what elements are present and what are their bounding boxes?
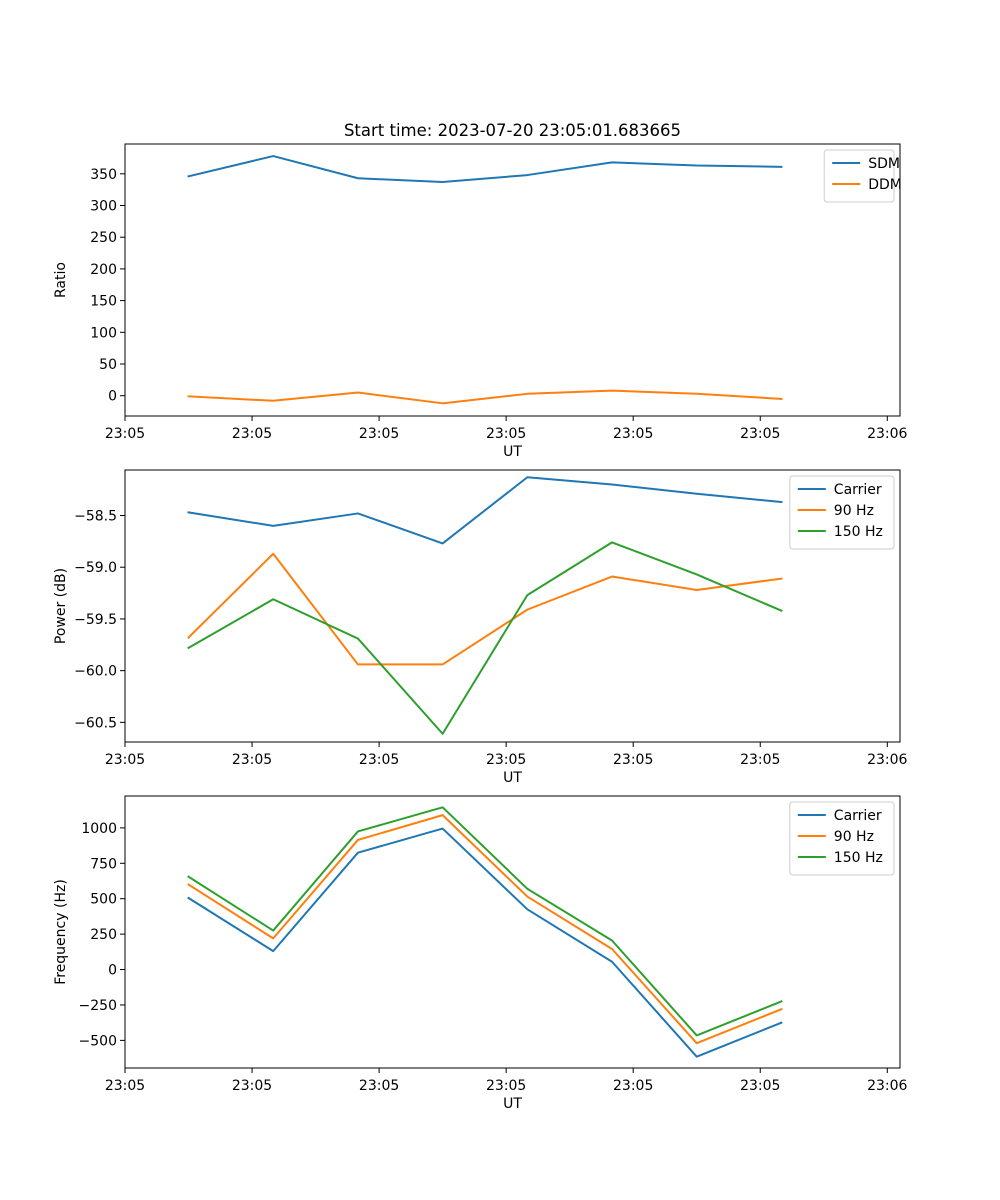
- subplot-power: 23:05 23:05 23:05 23:05 23:05 23:05 23:06 −60.5…: [53, 469, 908, 786]
- series-line-90-hz: [187, 814, 783, 1045]
- y-tick-label: −60.0: [74, 664, 117, 680]
- y-tick-label: 350: [90, 167, 117, 183]
- x-tick-label: 23:05: [359, 752, 399, 768]
- legend: SDM DDM: [823, 149, 902, 203]
- y-tick-label: 150: [90, 294, 117, 310]
- x-tick-label: 23:05: [359, 426, 399, 442]
- series-line-sdm: [187, 155, 783, 184]
- y-axis-label: Frequency (Hz): [53, 879, 69, 985]
- legend-label-carrier: Carrier: [834, 482, 882, 498]
- x-axis-label: UT: [503, 444, 522, 460]
- y-tick-label: 0: [108, 389, 117, 405]
- legend-label-90-hz: 90 Hz: [834, 829, 874, 845]
- series-line-carrier: [187, 827, 783, 1058]
- x-tick-label: 23:05: [613, 1078, 653, 1094]
- legend-label-ddm: DDM: [868, 177, 902, 193]
- x-tick-label: 23:06: [867, 752, 907, 768]
- legend-label-sdm: SDM: [868, 156, 900, 172]
- subplot-ratio: 23:05 23:05 23:05 23:05 23:05 23:05 23:06 0 50 10…: [53, 143, 908, 460]
- x-tick-label: 23:06: [867, 1078, 907, 1094]
- x-tick-label: 23:05: [740, 426, 780, 442]
- series-line-carrier: [187, 476, 783, 545]
- x-tick-label: 23:05: [486, 752, 526, 768]
- subplot-frequency: 23:05 23:05 23:05 23:05 23:05 23:05 23:06 −500 −…: [53, 795, 908, 1112]
- x-tick-label: 23:05: [105, 426, 145, 442]
- y-axis-label: Ratio: [53, 262, 69, 298]
- y-tick-label: 100: [90, 325, 117, 341]
- axes-frame: [124, 795, 901, 1069]
- x-tick-label: 23:05: [740, 1078, 780, 1094]
- y-tick-label: 750: [90, 856, 117, 872]
- x-tick-label: 23:05: [613, 752, 653, 768]
- y-tick-label: −60.5: [74, 715, 117, 731]
- axes-frame: [124, 469, 901, 743]
- series-line-ddm: [187, 389, 783, 405]
- x-tick-label: 23:05: [232, 426, 272, 442]
- y-tick-label: 250: [90, 230, 117, 246]
- x-tick-label: 23:06: [867, 426, 907, 442]
- x-tick-label: 23:05: [486, 426, 526, 442]
- y-tick-label: 1000: [81, 821, 117, 837]
- x-tick-label: 23:05: [105, 752, 145, 768]
- x-axis-label: UT: [503, 1096, 522, 1112]
- series-line-90-hz: [187, 552, 783, 666]
- x-tick-label: 23:05: [613, 426, 653, 442]
- y-tick-label: −58.5: [74, 509, 117, 525]
- x-tick-label: 23:05: [359, 1078, 399, 1094]
- legend-label-90-hz: 90 Hz: [834, 503, 874, 519]
- y-axis-label: Power (dB): [53, 568, 69, 644]
- x-axis-label: UT: [503, 770, 522, 786]
- y-tick-label: −59.0: [74, 560, 117, 576]
- y-tick-label: −250: [79, 998, 117, 1014]
- chart-title: Start time: 2023-07-20 23:05:01.683665: [344, 121, 681, 140]
- y-tick-label: 500: [90, 892, 117, 908]
- y-tick-label: 50: [99, 357, 117, 373]
- axes-frame: [124, 143, 901, 417]
- x-tick-label: 23:05: [232, 752, 272, 768]
- y-tick-label: 300: [90, 199, 117, 215]
- legend: Carrier 90 Hz 150 Hz: [789, 475, 895, 550]
- series-line-150-hz: [187, 806, 783, 1037]
- y-tick-label: 200: [90, 262, 117, 278]
- legend-label-carrier: Carrier: [834, 808, 882, 824]
- legend-label-150-hz: 150 Hz: [834, 524, 883, 540]
- y-tick-label: 0: [108, 963, 117, 979]
- series-line-150-hz: [187, 541, 783, 735]
- legend: Carrier 90 Hz 150 Hz: [789, 801, 895, 876]
- y-tick-label: −500: [79, 1033, 117, 1049]
- x-tick-label: 23:05: [232, 1078, 272, 1094]
- y-tick-label: −59.5: [74, 612, 117, 628]
- y-tick-label: 250: [90, 927, 117, 943]
- x-tick-label: 23:05: [740, 752, 780, 768]
- legend-label-150-hz: 150 Hz: [834, 850, 883, 866]
- x-tick-label: 23:05: [486, 1078, 526, 1094]
- x-tick-label: 23:05: [105, 1078, 145, 1094]
